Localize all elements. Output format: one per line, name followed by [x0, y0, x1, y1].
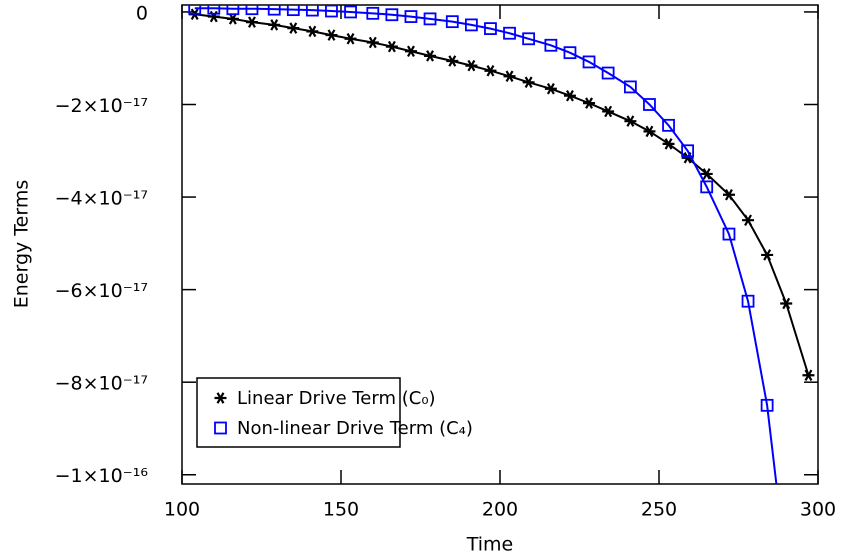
x-tick-label: 250	[641, 499, 677, 521]
marker	[503, 26, 516, 40]
marker	[226, 13, 239, 25]
marker	[583, 97, 596, 109]
marker	[780, 297, 793, 310]
marker	[268, 19, 281, 31]
marker	[484, 22, 497, 36]
legend-box	[196, 377, 401, 448]
marker	[465, 59, 478, 72]
marker	[484, 64, 497, 77]
series-line	[194, 13, 810, 376]
marker	[325, 29, 338, 41]
marker	[385, 8, 399, 22]
y-axis-label: Energy Terms	[11, 180, 33, 309]
y-tick-label: −8×10⁻¹⁷	[55, 373, 148, 395]
marker	[385, 40, 398, 53]
marker	[207, 5, 221, 15]
marker	[522, 76, 535, 89]
y-tick-label: −4×10⁻¹⁷	[55, 188, 148, 210]
marker	[722, 227, 736, 241]
marker	[602, 105, 615, 118]
marker	[423, 12, 437, 26]
marker	[643, 125, 656, 138]
y-tick-label: −2×10⁻¹⁷	[55, 95, 148, 117]
x-tick-label: 200	[482, 499, 518, 521]
marker	[245, 5, 259, 16]
marker	[700, 168, 713, 180]
marker	[305, 5, 319, 17]
x-tick-label: 100	[164, 499, 200, 521]
marker	[226, 5, 240, 16]
y-tick-label: 0	[136, 2, 148, 24]
x-tick-label: 150	[323, 499, 359, 521]
marker	[662, 138, 675, 150]
marker	[522, 32, 536, 46]
marker	[722, 189, 735, 201]
marker	[563, 46, 577, 60]
marker	[742, 214, 755, 226]
legend-marker	[214, 392, 227, 404]
marker	[544, 83, 557, 95]
marker	[424, 50, 437, 62]
marker	[188, 5, 202, 15]
marker	[306, 25, 319, 38]
legend-marker	[214, 421, 227, 435]
marker	[404, 10, 418, 23]
marker	[404, 45, 417, 58]
plot-area	[188, 5, 815, 484]
marker	[366, 6, 380, 20]
y-tick-label: −1×10⁻¹⁶	[55, 465, 148, 487]
marker	[802, 369, 815, 381]
marker	[366, 36, 379, 49]
legend-label: Non-linear Drive Term (C₄)	[237, 418, 473, 439]
marker	[446, 55, 459, 67]
marker	[681, 144, 695, 158]
marker	[582, 55, 596, 69]
x-tick-label: 300	[800, 499, 836, 521]
marker	[245, 16, 258, 28]
marker	[741, 294, 755, 308]
marker	[325, 5, 338, 18]
marker	[267, 5, 281, 16]
marker	[287, 22, 300, 34]
marker	[601, 66, 615, 80]
marker	[624, 115, 637, 127]
marker	[286, 5, 300, 17]
marker	[700, 180, 714, 194]
marker	[344, 5, 357, 19]
marker	[760, 398, 774, 412]
y-tick-label: −6×10⁻¹⁷	[55, 280, 148, 302]
x-axis-label: Time	[466, 534, 514, 556]
marker	[503, 70, 516, 83]
marker	[464, 18, 478, 32]
marker	[445, 15, 459, 29]
legend-label: Linear Drive Term (C₀)	[237, 388, 436, 409]
marker	[544, 38, 558, 52]
marker	[761, 249, 774, 261]
marker	[643, 98, 656, 111]
marker	[662, 118, 675, 132]
marker	[344, 33, 357, 45]
marker	[563, 89, 576, 102]
series-line	[194, 7, 778, 484]
marker	[623, 80, 637, 94]
